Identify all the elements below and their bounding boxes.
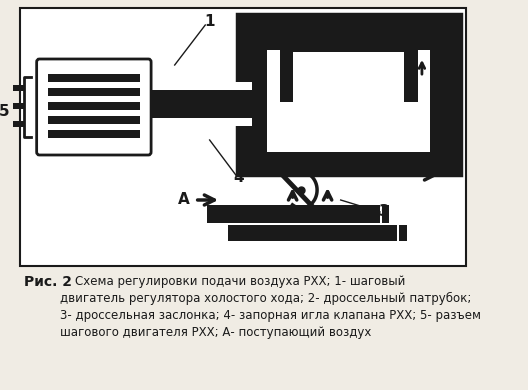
Bar bbox=[257, 36, 440, 50]
Text: Схема регулировки подачи воздуха РХХ; 1- шаговый
двигатель регулятора холостого : Схема регулировки подачи воздуха РХХ; 1-… bbox=[60, 275, 481, 339]
FancyBboxPatch shape bbox=[36, 59, 151, 155]
Bar bbox=[20, 8, 466, 266]
Bar bbox=[11, 121, 24, 127]
Bar bbox=[244, 22, 258, 167]
Bar bbox=[236, 225, 398, 241]
Bar bbox=[257, 36, 267, 123]
Bar bbox=[48, 130, 140, 138]
Bar bbox=[148, 118, 251, 126]
Bar bbox=[244, 22, 452, 167]
Text: 2: 2 bbox=[408, 14, 419, 30]
Bar bbox=[279, 37, 404, 52]
Text: 5: 5 bbox=[0, 105, 10, 119]
Bar bbox=[404, 37, 418, 102]
Bar bbox=[257, 36, 440, 153]
Bar bbox=[48, 88, 140, 96]
Bar bbox=[279, 37, 293, 102]
Bar bbox=[382, 205, 389, 223]
Bar bbox=[148, 82, 251, 90]
Bar bbox=[11, 103, 24, 109]
Polygon shape bbox=[233, 97, 253, 111]
Bar bbox=[148, 90, 251, 118]
Bar bbox=[439, 22, 452, 167]
Bar bbox=[257, 36, 267, 153]
Bar bbox=[244, 22, 452, 37]
Bar bbox=[48, 116, 140, 124]
Text: 3: 3 bbox=[379, 204, 390, 220]
Text: 1: 1 bbox=[204, 14, 215, 30]
Bar bbox=[430, 36, 440, 123]
Bar bbox=[399, 225, 407, 241]
Bar bbox=[244, 152, 452, 167]
Text: Рис. 2: Рис. 2 bbox=[24, 275, 72, 289]
Bar bbox=[48, 74, 140, 82]
Bar bbox=[430, 36, 440, 153]
Bar bbox=[48, 102, 140, 110]
Bar bbox=[11, 85, 24, 91]
Bar bbox=[214, 205, 380, 223]
Text: 4: 4 bbox=[233, 170, 244, 186]
Bar bbox=[228, 225, 236, 241]
Bar bbox=[207, 205, 214, 223]
Text: А: А bbox=[177, 193, 190, 207]
